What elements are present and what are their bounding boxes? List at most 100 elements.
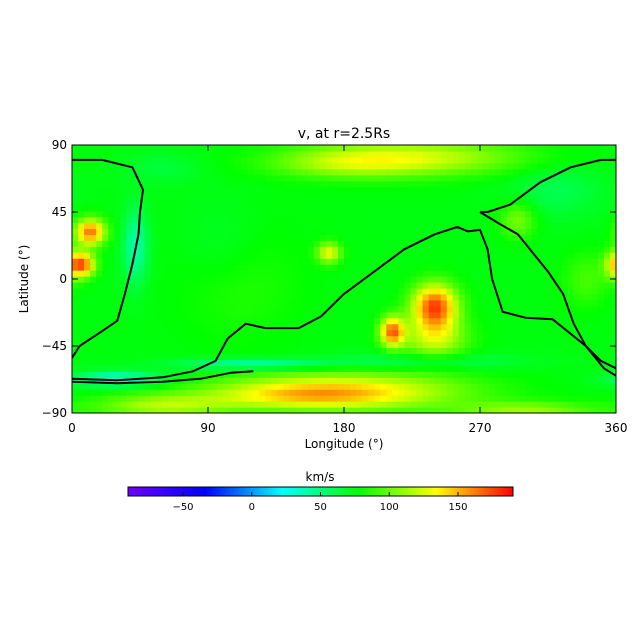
heatmap-cell (392, 270, 399, 277)
heatmap-cell (519, 359, 526, 366)
heatmap-cell (501, 174, 508, 182)
heatmap-cell (386, 281, 393, 289)
heatmap-cell (537, 329, 545, 337)
heatmap-cell (470, 246, 478, 253)
heatmap-cell (483, 377, 490, 384)
heatmap-cell (483, 293, 490, 301)
heatmap-cell (102, 240, 109, 247)
heatmap-cell (434, 329, 442, 337)
heatmap-cell (241, 258, 248, 265)
heatmap-cell (307, 174, 315, 182)
heatmap-cell (180, 186, 188, 194)
heatmap-cell (307, 252, 315, 259)
heatmap-cell (597, 317, 605, 325)
heatmap-cell (168, 150, 176, 158)
heatmap-cell (416, 353, 424, 360)
heatmap-cell (90, 180, 97, 188)
heatmap-cell (380, 353, 387, 360)
heatmap-cell (168, 168, 176, 176)
heatmap-cell (585, 210, 593, 218)
heatmap-cell (543, 162, 551, 170)
heatmap-cell (78, 347, 85, 355)
heatmap-cell (265, 371, 273, 378)
heatmap-cell (192, 371, 200, 378)
heatmap-cell (537, 240, 545, 247)
heatmap-cell (331, 234, 339, 241)
heatmap-cell (102, 329, 109, 337)
heatmap-cell (120, 395, 127, 402)
heatmap-cell (597, 145, 605, 152)
heatmap-cell (537, 204, 545, 212)
heatmap-cell (428, 389, 436, 396)
heatmap-cell (356, 287, 363, 295)
heatmap-cell (229, 150, 236, 158)
heatmap-cell (549, 246, 557, 253)
heatmap-cell (283, 365, 291, 372)
heatmap-cell (561, 281, 569, 289)
heatmap-cell (398, 276, 406, 283)
heatmap-cell (549, 252, 557, 259)
heatmap-cell (350, 347, 357, 355)
heatmap-cell (591, 359, 599, 366)
heatmap-cell (174, 216, 182, 224)
heatmap-cell (325, 162, 333, 170)
heatmap-cell (458, 383, 466, 390)
heatmap-cell (259, 317, 267, 325)
heatmap-cell (120, 186, 127, 194)
heatmap-cell (162, 228, 170, 235)
heatmap-cell (368, 317, 375, 325)
heatmap-cell (96, 168, 103, 176)
heatmap-cell (537, 323, 545, 331)
heatmap-cell (513, 407, 520, 413)
heatmap-cell (247, 335, 254, 343)
heatmap-cell (168, 341, 176, 349)
heatmap-cell (168, 252, 176, 259)
heatmap-cell (507, 365, 514, 372)
heatmap-cell (72, 186, 79, 194)
heatmap-cell (168, 287, 176, 295)
heatmap-cell (573, 371, 581, 378)
heatmap-cell (229, 389, 236, 396)
heatmap-cell (404, 162, 412, 170)
heatmap-cell (489, 365, 496, 372)
heatmap-cell (211, 401, 218, 408)
heatmap-cell (138, 174, 146, 182)
heatmap-cell (84, 359, 91, 366)
heatmap-cell (235, 276, 242, 283)
heatmap-cell (531, 168, 539, 176)
heatmap-cell (307, 156, 315, 164)
heatmap-cell (277, 192, 285, 200)
heatmap-cell (313, 270, 321, 277)
heatmap-cell (307, 311, 315, 319)
heatmap-cell (114, 281, 121, 289)
heatmap-cell (277, 323, 285, 331)
heatmap-cell (337, 222, 345, 229)
heatmap-cell (470, 234, 478, 241)
heatmap-cell (458, 389, 466, 396)
heatmap-cell (344, 347, 351, 355)
heatmap-cell (597, 162, 605, 170)
heatmap-cell (531, 329, 539, 337)
heatmap-cell (501, 329, 508, 337)
heatmap-cell (404, 359, 412, 366)
heatmap-cell (440, 371, 448, 378)
heatmap-cell (301, 329, 309, 337)
heatmap-cell (446, 323, 454, 331)
heatmap-cell (525, 371, 532, 378)
heatmap-cell (489, 287, 496, 295)
heatmap-cell (476, 192, 484, 200)
heatmap-cell (609, 299, 616, 307)
heatmap-cell (90, 204, 97, 212)
heatmap-cell (211, 371, 218, 378)
heatmap-cell (126, 329, 134, 337)
heatmap-cell (398, 162, 406, 170)
heatmap-cell (337, 264, 345, 271)
heatmap-cell (235, 365, 242, 372)
heatmap-cell (525, 389, 532, 396)
heatmap-cell (186, 401, 194, 408)
heatmap-cell (513, 365, 520, 372)
heatmap-cell (392, 377, 399, 384)
heatmap-cell (434, 407, 442, 413)
heatmap-cell (543, 228, 551, 235)
heatmap-cell (434, 305, 442, 313)
